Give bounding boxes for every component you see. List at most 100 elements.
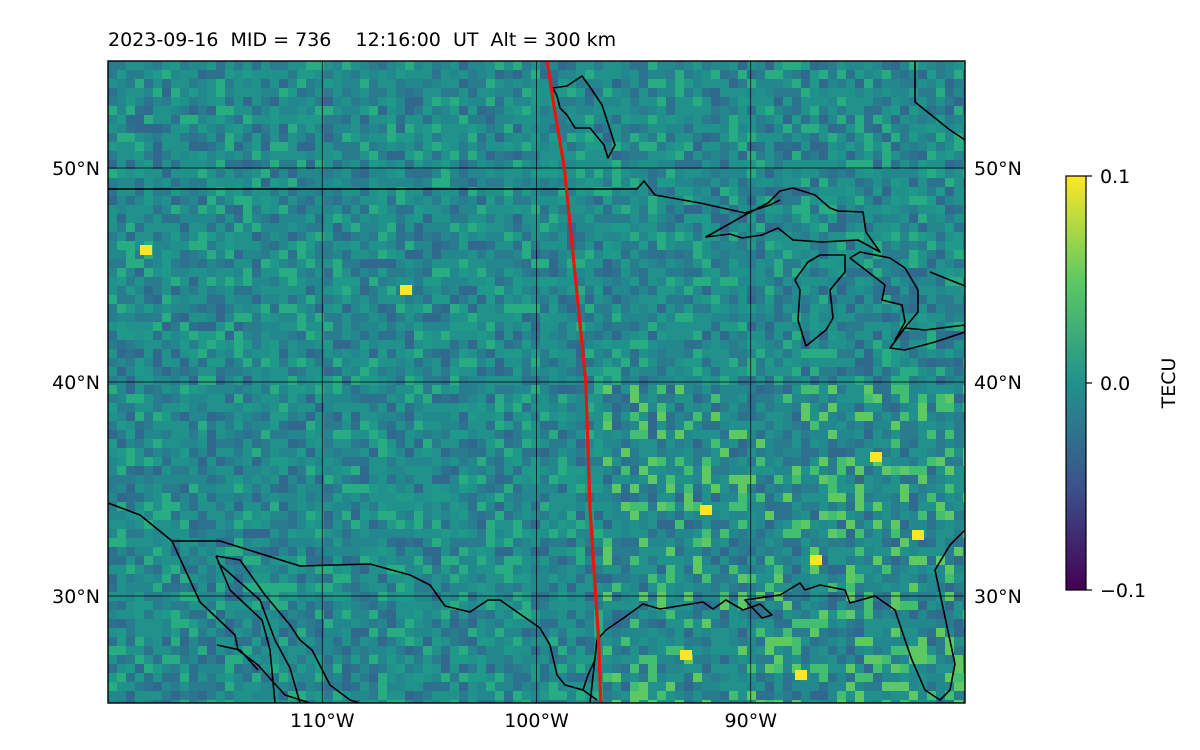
tec-cell [126,259,135,268]
tec-cell [810,439,819,448]
tec-cell [279,178,288,187]
tec-cell [225,196,234,205]
tec-cell [747,106,756,115]
tec-cell [738,61,747,70]
tec-cell [198,295,207,304]
tec-cell [846,61,855,70]
tec-cell [252,448,261,457]
tec-cell [558,367,567,376]
tec-cell [684,70,693,79]
tec-cell [774,169,783,178]
tec-cell [549,448,558,457]
tec-cell [216,133,225,142]
map-title: 2023-09-16 MID = 736 12:16:00 UT Alt = 3… [108,29,617,51]
tec-cell [351,412,360,421]
tec-cell [441,340,450,349]
tec-cell [234,106,243,115]
tec-cell [261,448,270,457]
tec-cell [540,457,549,466]
tec-cell [702,439,711,448]
tec-cell [288,493,297,502]
tec-cell [594,106,603,115]
tec-cell [540,520,549,529]
tec-cell [315,79,324,88]
tec-cell [594,70,603,79]
tec-cell [468,259,477,268]
tec-cell [891,133,900,142]
tec-cell [954,88,963,97]
tec-cell [927,250,936,259]
tec-cell [351,493,360,502]
tec-cell [855,70,864,79]
tec-cell [369,97,378,106]
tec-cell [171,448,180,457]
tec-cell [126,421,135,430]
tec-cell [117,115,126,124]
tec-cell [837,187,846,196]
tec-cell [369,151,378,160]
tec-cell [819,97,828,106]
tec-cell [234,178,243,187]
tec-cell [855,61,864,70]
tec-cell [747,340,756,349]
tec-cell [846,295,855,304]
tec-cell [468,349,477,358]
tec-cell [108,484,117,493]
tec-cell [756,259,765,268]
tec-cell [666,106,675,115]
tec-cell [648,340,657,349]
tec-cell [261,97,270,106]
tec-cell [180,349,189,358]
tec-cell [513,412,522,421]
tec-cell [954,205,963,214]
tec-cell [162,484,171,493]
tec-cell [621,466,630,475]
tec-cell [567,277,576,286]
tec-cell [171,277,180,286]
tec-cell [144,223,153,232]
tec-cell [666,259,675,268]
tec-cell [909,196,918,205]
tec-cell [900,331,909,340]
tec-cell [378,250,387,259]
tec-cell [315,178,324,187]
tec-cell [603,142,612,151]
tec-cell [792,466,801,475]
tec-cell [738,349,747,358]
tec-cell [360,205,369,214]
tec-cell [243,349,252,358]
tec-cell [135,187,144,196]
tec-cell [828,142,837,151]
tec-cell [585,223,594,232]
tec-cell [171,430,180,439]
tec-cell [450,439,459,448]
tec-cell [621,259,630,268]
tec-cell [126,511,135,520]
tec-cell [360,484,369,493]
tec-cell [549,232,558,241]
tec-cell [603,70,612,79]
tec-cell [171,367,180,376]
tec-cell [738,313,747,322]
tec-cell [576,160,585,169]
tec-cell [279,403,288,412]
tec-cell [711,394,720,403]
tec-cell [180,295,189,304]
tec-cell [423,250,432,259]
tec-cell [738,331,747,340]
tec-cell [801,295,810,304]
tec-cell [396,223,405,232]
tec-cell [450,331,459,340]
tec-cell [171,421,180,430]
tec-cell [567,178,576,187]
tec-cell [153,448,162,457]
tec-cell [495,394,504,403]
tec-cell [180,376,189,385]
tec-cell [423,115,432,124]
tec-cell [180,178,189,187]
tec-cell [612,412,621,421]
tec-cell [549,124,558,133]
tec-cell [954,151,963,160]
tec-cell [504,88,513,97]
tec-cell [603,340,612,349]
